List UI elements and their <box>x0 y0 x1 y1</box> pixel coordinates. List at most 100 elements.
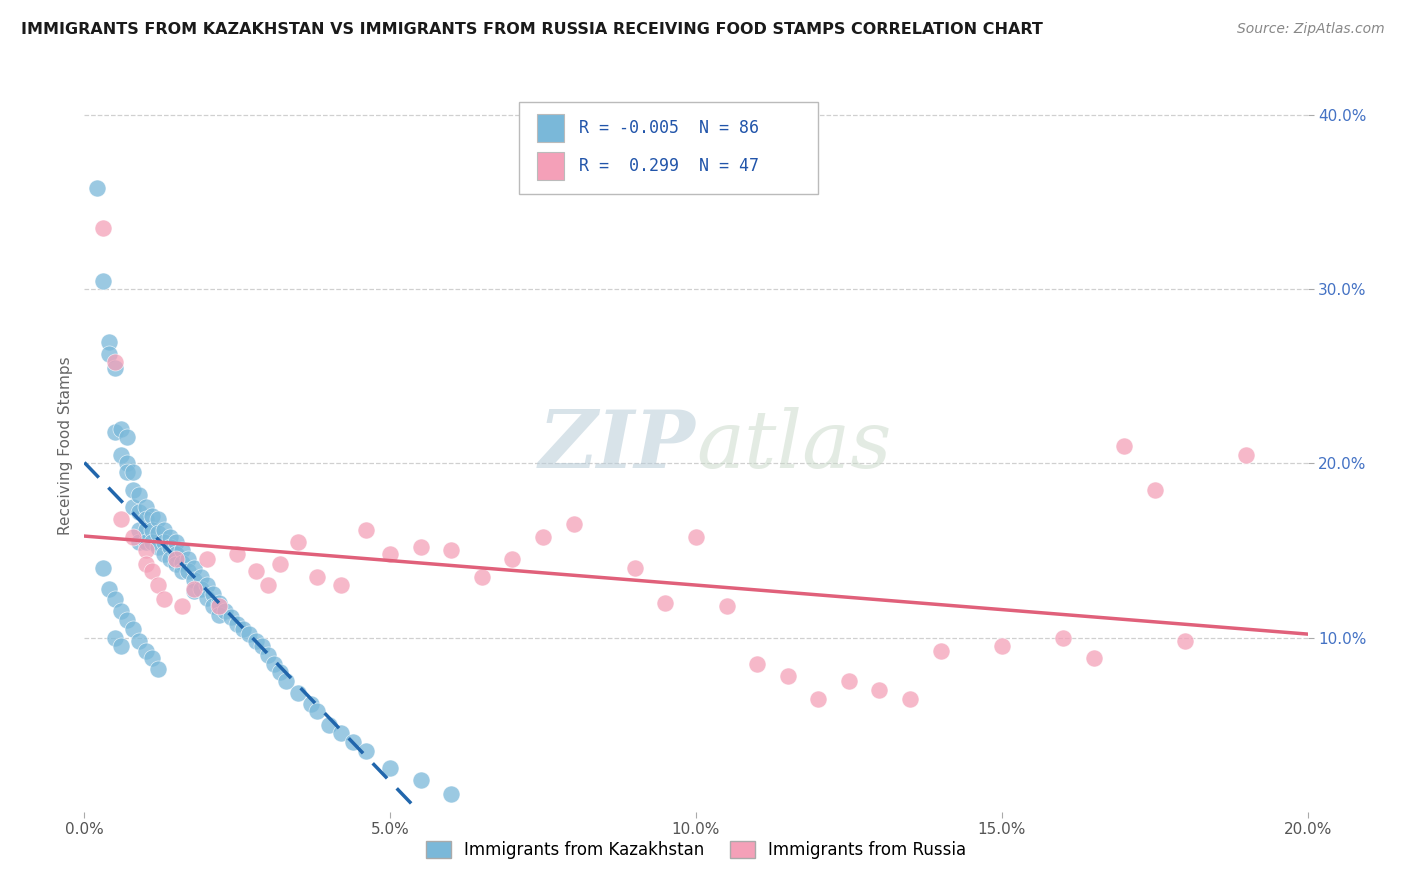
Point <box>165 534 187 549</box>
Point <box>195 591 218 605</box>
Point <box>122 530 145 544</box>
Point <box>183 583 205 598</box>
Point <box>1174 634 1197 648</box>
Text: IMMIGRANTS FROM KAZAKHSTAN VS IMMIGRANTS FROM RUSSIA RECEIVING FOOD STAMPS CORRE: IMMIGRANTS FROM KAZAKHSTAN VS IMMIGRANTS… <box>21 22 1043 37</box>
Point <box>716 599 738 614</box>
Point <box>1052 631 1074 645</box>
Point <box>287 686 309 700</box>
Point <box>146 662 169 676</box>
Point <box>245 565 267 579</box>
Point <box>135 512 157 526</box>
Point <box>104 355 127 369</box>
Point <box>172 565 194 579</box>
Text: R = -0.005  N = 86: R = -0.005 N = 86 <box>578 119 759 136</box>
Point <box>776 669 799 683</box>
Point <box>257 648 280 662</box>
Point <box>104 425 127 439</box>
Point <box>502 552 524 566</box>
Point <box>146 540 169 554</box>
Point <box>409 540 432 554</box>
Point <box>135 558 157 572</box>
Point <box>190 582 212 596</box>
Point <box>250 640 273 654</box>
Point <box>354 523 377 537</box>
Point <box>141 534 163 549</box>
Point <box>172 599 194 614</box>
Point <box>110 604 132 618</box>
Point <box>122 500 145 514</box>
Point <box>201 599 224 614</box>
Point <box>135 644 157 658</box>
Point <box>115 457 138 471</box>
Point <box>208 599 231 614</box>
Point <box>226 547 249 561</box>
Point <box>1083 651 1105 665</box>
Point <box>354 744 377 758</box>
Point <box>146 512 169 526</box>
FancyBboxPatch shape <box>519 103 818 194</box>
Point <box>1236 448 1258 462</box>
Point <box>128 523 150 537</box>
Point <box>898 691 921 706</box>
Point <box>128 534 150 549</box>
Point <box>141 523 163 537</box>
Point <box>330 726 353 740</box>
Point <box>172 556 194 570</box>
Point <box>165 552 187 566</box>
Point <box>177 552 200 566</box>
Point <box>141 651 163 665</box>
Point <box>165 547 187 561</box>
Point <box>122 465 145 479</box>
Point <box>91 274 114 288</box>
Point <box>471 569 494 583</box>
Point <box>269 665 291 680</box>
Point <box>115 430 138 444</box>
Point <box>208 607 231 622</box>
FancyBboxPatch shape <box>537 152 564 180</box>
Point <box>747 657 769 671</box>
Point <box>128 505 150 519</box>
Point <box>624 561 647 575</box>
Legend: Immigrants from Kazakhstan, Immigrants from Russia: Immigrants from Kazakhstan, Immigrants f… <box>419 834 973 865</box>
Point <box>159 530 181 544</box>
Point <box>172 543 194 558</box>
Point <box>165 558 187 572</box>
Point <box>153 534 176 549</box>
FancyBboxPatch shape <box>537 114 564 142</box>
Point <box>183 573 205 587</box>
Point <box>238 627 260 641</box>
Point <box>807 691 830 706</box>
Point <box>380 547 402 561</box>
Point <box>91 561 114 575</box>
Point <box>97 347 120 361</box>
Point <box>1114 439 1136 453</box>
Point <box>869 682 891 697</box>
Point <box>299 697 322 711</box>
Point <box>214 604 236 618</box>
Text: R =  0.299  N = 47: R = 0.299 N = 47 <box>578 157 759 175</box>
Point <box>276 674 298 689</box>
Point <box>115 465 138 479</box>
Point <box>1143 483 1166 497</box>
Point <box>219 609 242 624</box>
Point <box>208 596 231 610</box>
Point <box>104 592 127 607</box>
Point <box>135 500 157 514</box>
Point <box>122 622 145 636</box>
Y-axis label: Receiving Food Stamps: Receiving Food Stamps <box>58 357 73 535</box>
Point <box>380 761 402 775</box>
Point <box>97 582 120 596</box>
Point <box>305 569 328 583</box>
Text: Source: ZipAtlas.com: Source: ZipAtlas.com <box>1237 22 1385 37</box>
Point <box>146 526 169 541</box>
Point <box>195 578 218 592</box>
Point <box>153 547 176 561</box>
Point <box>409 773 432 788</box>
Point <box>159 552 181 566</box>
Point <box>562 517 585 532</box>
Point <box>128 634 150 648</box>
Point <box>257 578 280 592</box>
Point <box>929 644 952 658</box>
Point <box>226 616 249 631</box>
Point <box>287 534 309 549</box>
